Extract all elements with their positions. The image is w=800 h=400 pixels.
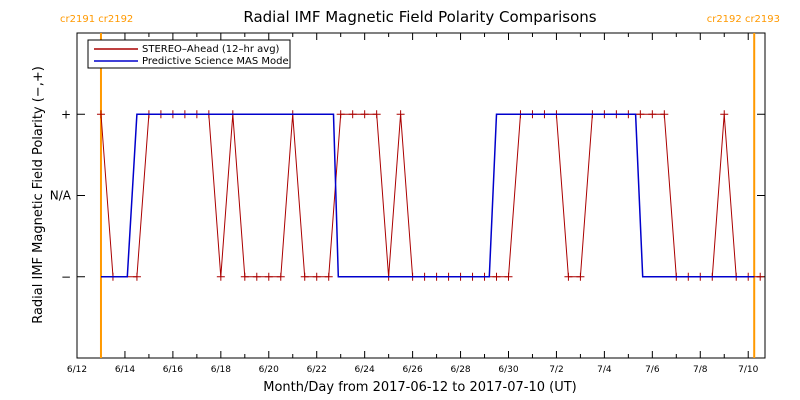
x-tick-label: 6/26: [403, 365, 423, 375]
x-tick-label: 6/24: [355, 365, 375, 375]
x-tick-label: 6/28: [450, 365, 470, 375]
stereo-data-point: [756, 272, 765, 281]
x-tick-label: 6/30: [498, 365, 518, 375]
stereo-data-point: [324, 272, 333, 281]
stereo-data-point: [720, 110, 729, 119]
x-tick-label: 6/20: [259, 365, 279, 375]
chart-title: Radial IMF Magnetic Field Polarity Compa…: [243, 8, 596, 26]
x-axis-label: Month/Day from 2017-06-12 to 2017-07-10 …: [263, 380, 576, 395]
data-series: [96, 110, 765, 281]
stereo-data-point: [492, 272, 501, 281]
x-tick-label: 7/6: [645, 365, 660, 375]
x-tick-label: 7/2: [549, 365, 563, 375]
x-tick-label: 6/22: [307, 365, 327, 375]
stereo-data-point: [252, 272, 261, 281]
y-tick-label: N/A: [50, 189, 72, 203]
stereo-data-point: [276, 272, 285, 281]
stereo-data-point: [372, 110, 381, 119]
stereo-data-point: [348, 110, 357, 119]
stereo-data-point: [360, 110, 369, 119]
carrington-label: cr2192 cr2193: [707, 14, 780, 25]
stereo-data-point: [648, 110, 657, 119]
x-tick-label: 7/4: [597, 365, 612, 375]
legend-label-model: Predictive Science MAS Model: [142, 56, 291, 67]
legend: STEREO–Ahead (12–hr avg) Predictive Scie…: [87, 39, 291, 69]
legend-label-stereo: STEREO–Ahead (12–hr avg): [142, 44, 280, 55]
x-tick-label: 7/10: [738, 365, 758, 375]
stereo-series-line: [100, 113, 761, 278]
stereo-data-point: [312, 272, 321, 281]
stereo-data-point: [636, 110, 645, 119]
x-tick-label: 6/16: [163, 365, 183, 375]
x-axis-ticks: 6/12 6/14 6/16 6/18 6/20 6/22 6/24 6/26 6/28 6/30…: [67, 33, 759, 375]
stereo-data-point: [96, 110, 105, 119]
legend-box: [87, 39, 291, 69]
stereo-data-point: [396, 110, 405, 119]
x-tick-label: 6/14: [115, 365, 135, 375]
stereo-data-point: [576, 272, 585, 281]
stereo-data-point: [132, 272, 141, 281]
stereo-data-point: [240, 272, 249, 281]
plot-frame: [76, 32, 766, 359]
stereo-data-point: [504, 272, 513, 281]
y-tick-label: −: [61, 270, 71, 284]
stereo-data-point: [300, 272, 309, 281]
stereo-data-point: [564, 272, 573, 281]
y-tick-label: +: [61, 107, 71, 121]
stereo-data-point: [336, 110, 345, 119]
stereo-data-point: [264, 272, 273, 281]
y-axis-ticks: + N/A −: [50, 107, 765, 284]
y-axis-label: Radial IMF Magnetic Field Polarity (−,+): [31, 66, 46, 324]
stereo-data-point: [660, 110, 669, 119]
x-tick-label: 7/8: [693, 365, 708, 375]
x-tick-label: 6/12: [67, 365, 87, 375]
x-tick-label: 6/18: [211, 365, 231, 375]
carrington-markers: cr2191 cr2192 cr2192 cr2193: [60, 14, 780, 358]
stereo-data-point: [216, 272, 225, 281]
model-series-line: [101, 113, 755, 278]
carrington-label: cr2191 cr2192: [60, 14, 133, 25]
